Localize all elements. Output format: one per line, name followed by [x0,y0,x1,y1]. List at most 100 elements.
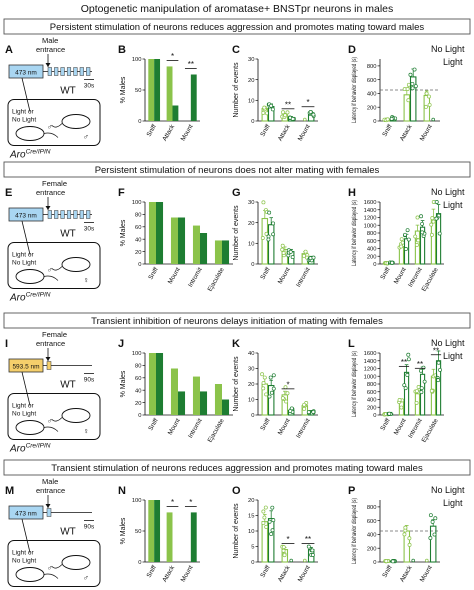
x-tick-label: Mount [419,123,434,142]
x-tick-label: Intromit [295,266,312,288]
bar-intromit-no-light [192,376,200,415]
mouse-tail [51,266,63,271]
data-point [403,232,407,237]
panel-row-2: Persistent stimulation of neurons does n… [3,161,471,304]
y-tick-label: 1600 [364,200,377,206]
y-tick-label: 0 [251,119,254,125]
row-header-box [3,459,471,476]
y-tick-label: 800 [367,382,377,388]
cage-text: Light or [12,550,35,557]
data-point [403,386,408,391]
pulse [54,210,59,219]
row-header-box [3,312,471,329]
data-point [284,399,289,404]
data-point [261,509,266,514]
x-tick-label: Sniff [259,266,272,281]
data-point [288,249,293,254]
row-header-box [3,18,471,35]
x-tick-label: Intromit [187,266,204,288]
data-point [428,536,433,540]
mouse-tail [43,573,59,579]
pulse [47,67,52,76]
y-tick-label: 0 [251,560,254,566]
row-header: Persistent stimulation of neurons reduce… [50,22,425,33]
data-point [306,544,311,549]
panel-letter-m: M [5,485,14,497]
y-tick-label: 0 [373,262,376,268]
bar-ejaculate-light [222,240,230,264]
data-point [416,385,421,389]
bar-ejaculate-no-light [430,375,437,416]
row-header: Transient stimulation of neurons reduces… [51,463,423,474]
bar-mount-light [190,512,197,562]
data-point [420,221,425,226]
time-scale-label: 30s [84,226,95,233]
data-point [389,116,394,121]
mouse-tail [43,132,59,138]
y-tick-label: 800 [367,231,377,237]
y-axis-label: Number of events [233,62,240,118]
legend-light: Light [443,200,463,210]
male-symbol-icon: ♂ [47,417,53,426]
data-point [411,558,415,563]
cage-text: Light or [12,403,35,410]
data-point [436,360,441,365]
bar-intromit-light [200,233,208,264]
y-tick-label: 400 [367,398,377,404]
y-tick-label: 0 [138,413,141,419]
data-point [311,410,316,414]
data-point [415,215,420,220]
data-point [419,386,424,391]
pulse [73,67,78,76]
data-point [429,232,434,237]
data-point [403,525,408,530]
male-symbol-icon: ♂ [47,564,53,573]
y-tick-label: 50 [135,529,141,535]
data-point [438,367,442,372]
data-point [422,379,427,384]
x-tick-label: Attack [399,123,414,143]
entrance-label: entrance [36,188,65,197]
figure-title: Optogenetic manipulation of aromatase+ B… [0,0,474,16]
y-tick-label: 20 [248,221,254,227]
male-symbol-icon: ♂ [83,574,89,583]
y-tick-label: 40 [135,388,141,394]
data-point [387,411,392,416]
data-point [426,94,431,99]
data-point [402,383,407,388]
data-point [419,214,424,219]
legend-light: Light [443,57,463,67]
x-tick-label: Mount [180,123,195,142]
panel-letter-b: B [118,44,126,56]
data-point [414,400,419,405]
bar-attack-light [172,105,179,121]
x-tick-label: Mount [167,417,182,436]
data-point [269,531,274,536]
bar-sniff-light [267,224,275,265]
data-point [430,519,435,524]
x-tick-label: Intromit [407,266,424,288]
mouse-tail [43,426,59,432]
data-point [269,103,274,108]
cage-text: Light or [12,252,35,259]
panel-row-1: Persistent stimulation of neurons reduce… [3,18,471,161]
data-point [261,110,266,115]
x-tick-label: Mount [277,417,292,436]
x-tick-label: Sniff [379,266,392,281]
data-point [302,253,306,258]
data-point [281,251,286,255]
data-point [280,243,285,248]
x-tick-label: Sniff [381,564,394,579]
x-tick-label: Ejaculate [207,266,226,293]
significance-star: ** [285,100,291,109]
male-symbol-icon: ♂ [47,123,53,132]
y-tick-label: 0 [373,413,376,419]
data-point [420,230,425,235]
time-scale-label: 90s [84,377,95,384]
mouse-left [15,420,45,435]
y-tick-label: 40 [248,351,254,357]
bar-ejaculate-no-light [214,240,222,264]
data-point [434,200,439,204]
data-point [271,232,276,237]
